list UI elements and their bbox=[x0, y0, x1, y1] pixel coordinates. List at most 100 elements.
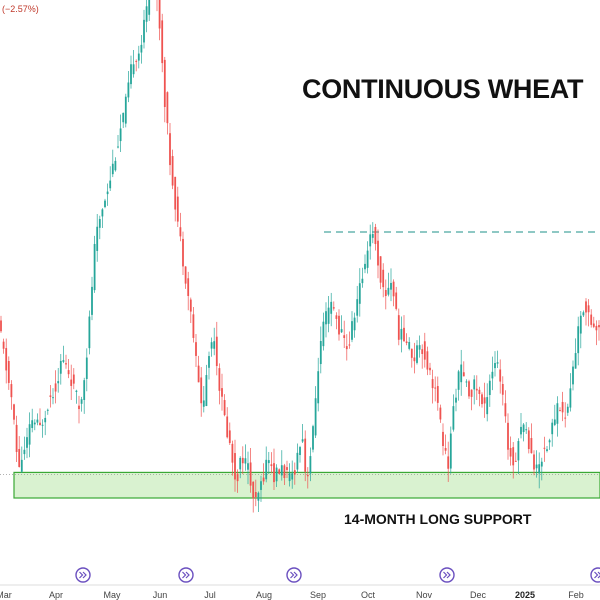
candle bbox=[551, 418, 554, 447]
candle-body bbox=[65, 363, 67, 365]
candle bbox=[447, 441, 450, 482]
candle bbox=[379, 256, 382, 290]
event-marker-arrow bbox=[594, 571, 600, 579]
candle-body bbox=[267, 460, 270, 464]
candle-body bbox=[574, 353, 577, 369]
candle bbox=[88, 310, 91, 355]
candle bbox=[130, 55, 132, 89]
candle-body bbox=[111, 163, 114, 175]
candle-body bbox=[228, 430, 231, 443]
candles-layer bbox=[0, 0, 600, 513]
candle-body bbox=[304, 438, 307, 472]
candle-body bbox=[301, 439, 304, 442]
candle bbox=[452, 394, 455, 432]
candle bbox=[293, 462, 296, 485]
candle-body bbox=[174, 176, 177, 210]
candle bbox=[517, 438, 520, 475]
candle bbox=[98, 215, 101, 240]
candle-body bbox=[148, 0, 151, 15]
candle bbox=[119, 114, 122, 153]
candle-body bbox=[309, 456, 312, 474]
candle bbox=[400, 316, 403, 353]
candle bbox=[0, 315, 2, 333]
candle bbox=[403, 315, 405, 342]
candle-body bbox=[585, 301, 587, 313]
candle-body bbox=[452, 406, 455, 430]
candle-body bbox=[234, 453, 236, 480]
candle bbox=[260, 475, 262, 502]
candle-body bbox=[223, 400, 226, 416]
candle-body bbox=[369, 234, 372, 247]
candle-body bbox=[410, 348, 413, 358]
candle-body bbox=[384, 290, 387, 297]
candle-body bbox=[88, 316, 91, 349]
candle bbox=[270, 452, 273, 474]
candle-body bbox=[59, 360, 62, 374]
candle-body bbox=[582, 312, 585, 316]
candle bbox=[304, 430, 307, 482]
candle-body bbox=[257, 492, 260, 501]
candle bbox=[478, 386, 481, 407]
candle bbox=[353, 312, 356, 338]
candle bbox=[104, 198, 106, 209]
x-tick-label: Oct bbox=[361, 590, 376, 600]
candle-body bbox=[358, 283, 361, 304]
candle-body bbox=[364, 263, 366, 270]
candle-body bbox=[218, 368, 221, 391]
candle-body bbox=[182, 238, 184, 267]
candle-body bbox=[101, 209, 104, 217]
candle-body bbox=[36, 419, 39, 423]
candle bbox=[530, 423, 533, 454]
candle bbox=[236, 469, 239, 493]
candle-body bbox=[374, 226, 377, 245]
candle bbox=[507, 413, 509, 460]
candle-body bbox=[2, 341, 5, 349]
candle bbox=[247, 451, 249, 485]
candle-body bbox=[210, 342, 213, 349]
candle bbox=[345, 334, 348, 361]
candle-body bbox=[475, 388, 478, 391]
candle-body bbox=[465, 381, 468, 383]
candle-body bbox=[514, 460, 517, 462]
candle bbox=[288, 463, 291, 487]
candle-body bbox=[278, 469, 281, 474]
candle bbox=[371, 222, 374, 244]
candle bbox=[330, 292, 333, 327]
candle-body bbox=[356, 299, 359, 316]
candle-body bbox=[72, 374, 75, 384]
candle bbox=[509, 436, 512, 466]
candle-body bbox=[109, 180, 112, 189]
candle-body bbox=[46, 409, 49, 411]
candle-body bbox=[442, 431, 444, 447]
candle bbox=[75, 389, 78, 404]
candle bbox=[39, 408, 41, 426]
candle-body bbox=[20, 459, 23, 472]
support-annotation: 14-MONTH LONG SUPPORT bbox=[344, 511, 532, 527]
candle bbox=[418, 335, 421, 358]
candle bbox=[590, 309, 593, 328]
candle-body bbox=[397, 315, 400, 340]
candle-body bbox=[483, 397, 486, 404]
candle-body bbox=[400, 328, 403, 340]
candle bbox=[395, 286, 398, 311]
candle-body bbox=[335, 315, 338, 319]
candle bbox=[85, 348, 88, 392]
candle-body bbox=[13, 404, 15, 420]
candle bbox=[366, 241, 369, 274]
candle-body bbox=[444, 447, 447, 451]
candle bbox=[548, 438, 551, 450]
candle-body bbox=[44, 417, 47, 423]
candle bbox=[286, 460, 288, 479]
candle bbox=[135, 59, 138, 72]
candle bbox=[59, 354, 62, 385]
candle bbox=[67, 358, 70, 379]
candle bbox=[54, 370, 57, 404]
candle-body bbox=[395, 292, 398, 309]
candle bbox=[483, 382, 486, 418]
candle bbox=[499, 359, 502, 394]
candle bbox=[387, 272, 390, 297]
candle-body bbox=[252, 481, 255, 499]
candle-body bbox=[553, 419, 556, 425]
candle-body bbox=[299, 447, 301, 455]
